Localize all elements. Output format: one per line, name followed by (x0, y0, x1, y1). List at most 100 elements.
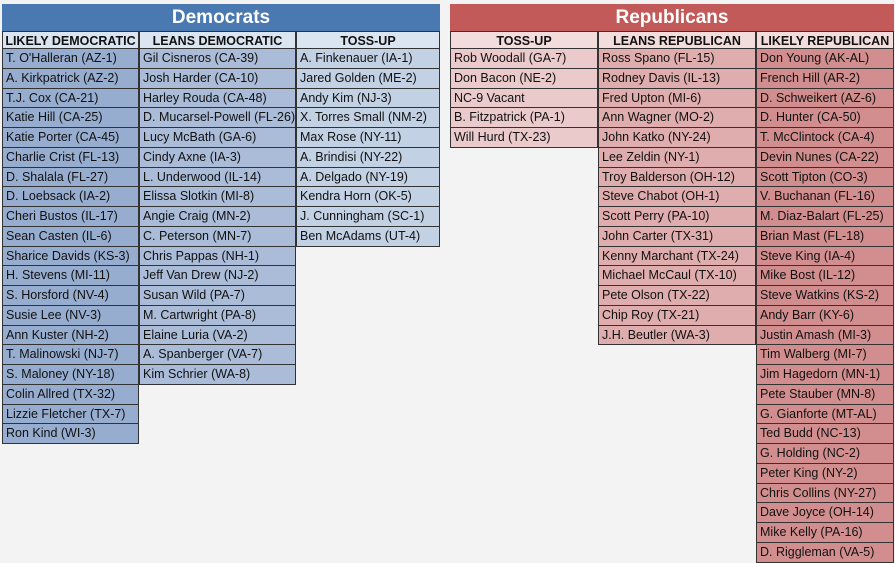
republican-toss-up-column: TOSS-UP Rob Woodall (GA-7) Don Bacon (NE-… (450, 31, 598, 148)
race-entry: B. Fitzpatrick (PA-1) (450, 108, 598, 128)
race-entry: D. Loebsack (IA-2) (2, 187, 139, 207)
race-entry: Ron Kind (WI-3) (2, 424, 139, 444)
race-entry: T.J. Cox (CA-21) (2, 88, 139, 109)
race-entry: Peter King (NY-2) (756, 463, 894, 484)
race-entry: NC-9 Vacant (450, 88, 598, 109)
leans-democratic-list: Gil Cisneros (CA-39) Josh Harder (CA-10) H… (139, 49, 296, 385)
race-entry: Kenny Marchant (TX-24) (598, 246, 756, 267)
race-entry: T. McClintock (CA-4) (756, 128, 894, 148)
race-entry: C. Peterson (MN-7) (139, 226, 296, 247)
race-entry: Kim Schrier (WA-8) (139, 365, 296, 385)
race-entry: A. Finkenauer (IA-1) (296, 49, 440, 69)
race-entry: Dave Joyce (OH-14) (756, 503, 894, 523)
race-entry: Devin Nunes (CA-22) (756, 147, 894, 168)
race-entry: Jim Hagedorn (MN-1) (756, 365, 894, 385)
race-entry: Mike Bost (IL-12) (756, 266, 894, 286)
leans-republican-list: Ross Spano (FL-15) Rodney Davis (IL-13) Fr… (598, 49, 756, 346)
race-entry: Andy Barr (KY-6) (756, 305, 894, 326)
race-entry: Katie Porter (CA-45) (2, 128, 139, 148)
race-entry: Fred Upton (MI-6) (598, 88, 756, 109)
leans-democratic-header: LEANS DEMOCRATIC (139, 31, 296, 49)
likely-democratic-column: LIKELY DEMOCRATIC T. O'Halleran (AZ-1) A.… (2, 31, 139, 444)
race-entry: D. Mucarsel-Powell (FL-26) (139, 108, 296, 128)
race-entry: Gil Cisneros (CA-39) (139, 49, 296, 69)
race-entry: Charlie Crist (FL-13) (2, 147, 139, 168)
race-entry: Chris Collins (NY-27) (756, 483, 894, 504)
race-entry: John Katko (NY-24) (598, 128, 756, 148)
race-entry: A. Kirkpatrick (AZ-2) (2, 68, 139, 89)
race-entry: Lizzie Fletcher (TX-7) (2, 404, 139, 425)
republican-toss-up-list: Rob Woodall (GA-7) Don Bacon (NE-2) NC-9 V… (450, 49, 598, 148)
republican-toss-up-header: TOSS-UP (450, 31, 598, 49)
race-entry: G. Holding (NC-2) (756, 444, 894, 464)
race-entry: Scott Tipton (CO-3) (756, 167, 894, 188)
race-entry: S. Horsford (NV-4) (2, 286, 139, 306)
race-entry: L. Underwood (IL-14) (139, 167, 296, 188)
race-entry: D. Riggleman (VA-5) (756, 542, 894, 563)
race-entry: M. Diaz-Balart (FL-25) (756, 207, 894, 227)
race-entry: D. Hunter (CA-50) (756, 108, 894, 128)
race-entry: Mike Kelly (PA-16) (756, 523, 894, 543)
race-entry: Colin Allred (TX-32) (2, 384, 139, 405)
race-entry: Michael McCaul (TX-10) (598, 266, 756, 286)
race-entry: V. Buchanan (FL-16) (756, 187, 894, 207)
race-entry: John Carter (TX-31) (598, 226, 756, 247)
likely-democratic-list: T. O'Halleran (AZ-1) A. Kirkpatrick (AZ-2… (2, 49, 139, 444)
leans-republican-header: LEANS REPUBLICAN (598, 31, 756, 49)
likely-democratic-header: LIKELY DEMOCRATIC (2, 31, 139, 49)
race-entry: G. Gianforte (MT-AL) (756, 404, 894, 425)
race-entry: Pete Olson (TX-22) (598, 286, 756, 306)
race-entry: Cindy Axne (IA-3) (139, 147, 296, 168)
race-entry: Steve King (IA-4) (756, 246, 894, 267)
race-entry: Cheri Bustos (IL-17) (2, 207, 139, 227)
race-entry: Angie Craig (MN-2) (139, 207, 296, 227)
race-entry: A. Brindisi (NY-22) (296, 147, 440, 168)
leans-democratic-column: LEANS DEMOCRATIC Gil Cisneros (CA-39) Jos… (139, 31, 296, 385)
democratic-toss-up-column: TOSS-UP A. Finkenauer (IA-1) Jared Golden… (296, 31, 440, 247)
race-entry: D. Shalala (FL-27) (2, 167, 139, 188)
race-entry: Harley Rouda (CA-48) (139, 88, 296, 109)
race-entry: X. Torres Small (NM-2) (296, 108, 440, 128)
race-entry: Elaine Luria (VA-2) (139, 325, 296, 346)
race-entry: Rob Woodall (GA-7) (450, 49, 598, 69)
race-entry: A. Delgado (NY-19) (296, 167, 440, 188)
race-entry: Josh Harder (CA-10) (139, 68, 296, 89)
likely-republican-header: LIKELY REPUBLICAN (756, 31, 894, 49)
republicans-banner: Republicans (450, 4, 894, 31)
race-entry: Ross Spano (FL-15) (598, 49, 756, 69)
race-entry: Susan Wild (PA-7) (139, 286, 296, 306)
race-entry: Will Hurd (TX-23) (450, 128, 598, 148)
race-entry: Scott Perry (PA-10) (598, 207, 756, 227)
race-entry: Katie Hill (CA-25) (2, 108, 139, 128)
race-entry: A. Spanberger (VA-7) (139, 345, 296, 365)
race-entry: D. Schweikert (AZ-6) (756, 88, 894, 109)
likely-republican-list: Don Young (AK-AL) French Hill (AR-2) D. Sc… (756, 49, 894, 563)
race-entry: Jared Golden (ME-2) (296, 68, 440, 89)
race-entry: Ann Wagner (MO-2) (598, 108, 756, 128)
race-entry: Andy Kim (NJ-3) (296, 88, 440, 109)
race-entry: Susie Lee (NV-3) (2, 305, 139, 326)
democratic-toss-up-header: TOSS-UP (296, 31, 440, 49)
democratic-toss-up-list: A. Finkenauer (IA-1) Jared Golden (ME-2) A… (296, 49, 440, 247)
race-entry: Sharice Davids (KS-3) (2, 246, 139, 267)
race-entry: Elissa Slotkin (MI-8) (139, 187, 296, 207)
race-entry: Jeff Van Drew (NJ-2) (139, 266, 296, 286)
race-entry: Troy Balderson (OH-12) (598, 167, 756, 188)
race-entry: M. Cartwright (PA-8) (139, 305, 296, 326)
race-entry: Ted Budd (NC-13) (756, 424, 894, 444)
race-entry: Brian Mast (FL-18) (756, 226, 894, 247)
race-entry: Lucy McBath (GA-6) (139, 128, 296, 148)
leans-republican-column: LEANS REPUBLICAN Ross Spano (FL-15) Rodne… (598, 31, 756, 346)
race-entry: Lee Zeldin (NY-1) (598, 147, 756, 168)
race-entry: J. Cunningham (SC-1) (296, 207, 440, 227)
race-entry: Steve Watkins (KS-2) (756, 286, 894, 306)
race-entry: Don Bacon (NE-2) (450, 68, 598, 89)
race-entry: Steve Chabot (OH-1) (598, 187, 756, 207)
race-entry: Don Young (AK-AL) (756, 49, 894, 69)
race-entry: H. Stevens (MI-11) (2, 266, 139, 286)
race-entry: Tim Walberg (MI-7) (756, 345, 894, 365)
race-entry: Kendra Horn (OK-5) (296, 187, 440, 207)
likely-republican-column: LIKELY REPUBLICAN Don Young (AK-AL) Frenc… (756, 31, 894, 563)
race-entry: T. O'Halleran (AZ-1) (2, 49, 139, 69)
race-entry: S. Maloney (NY-18) (2, 365, 139, 385)
